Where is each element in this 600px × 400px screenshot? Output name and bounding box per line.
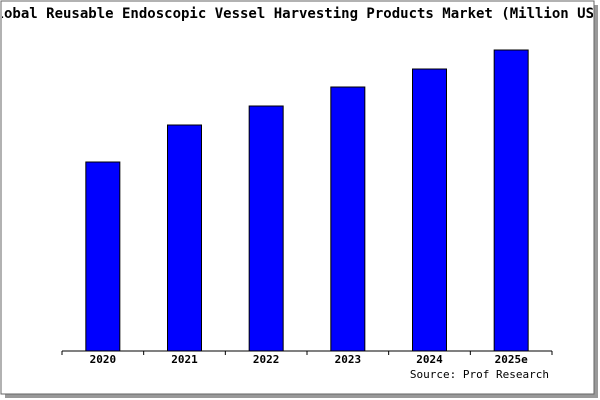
bar: [330, 86, 366, 352]
source-note: Source: Prof Research: [410, 368, 549, 381]
bar: [248, 105, 284, 352]
bar: [412, 68, 447, 352]
x-tick-label: 2022: [253, 353, 280, 366]
chart-clip: Global Reusable Endoscopic Vessel Harves…: [0, 6, 600, 22]
x-tick-label: 2023: [335, 353, 362, 366]
bar: [167, 124, 202, 352]
chart-title: Global Reusable Endoscopic Vessel Harves…: [0, 6, 600, 22]
bar: [85, 161, 121, 352]
x-tick-label: 2021: [171, 353, 198, 366]
x-tick-label: 2025e: [495, 353, 528, 366]
x-tick-label: 2024: [416, 353, 443, 366]
bar: [493, 49, 529, 352]
x-tick-label: 2020: [90, 353, 117, 366]
plot-area: 2020 2021 2022 2023 2024 2025e: [61, 49, 553, 366]
